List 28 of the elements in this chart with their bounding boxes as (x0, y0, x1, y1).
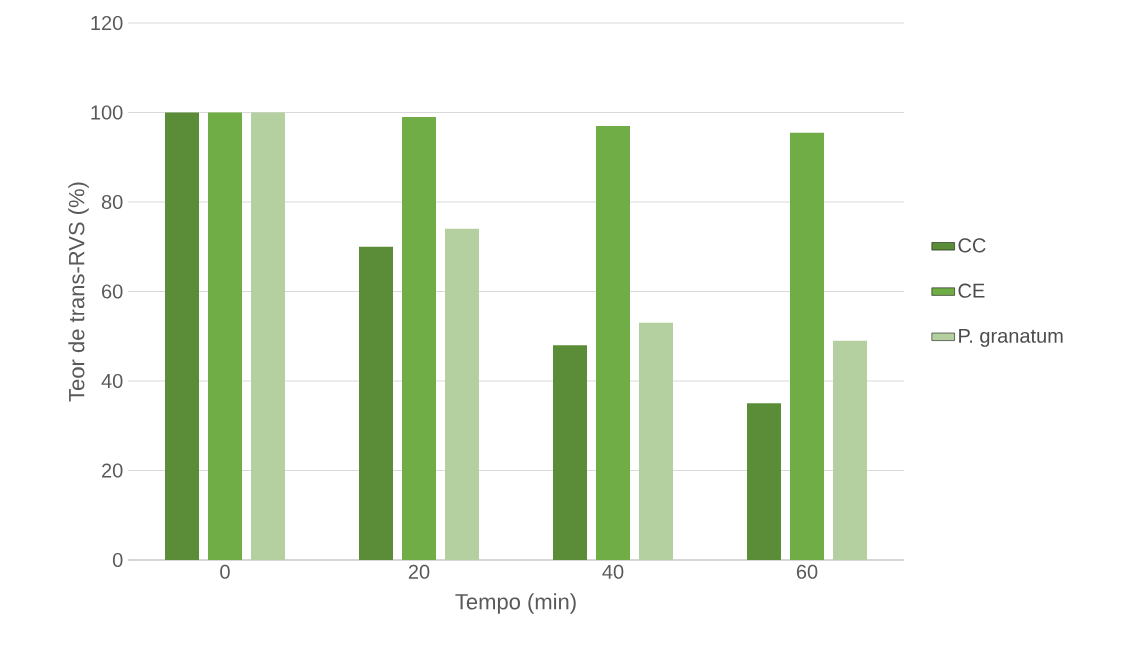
y-tick-label: 0 (112, 552, 123, 568)
bar (208, 112, 242, 560)
bar (165, 112, 199, 560)
x-axis-title: Tempo (min) (455, 593, 576, 614)
y-tick-label: 100 (91, 105, 123, 120)
x-tick-label: 20 (408, 564, 430, 579)
bar (445, 228, 480, 560)
bar (553, 345, 588, 560)
x-tick-label: 60 (796, 564, 818, 579)
y-tick-label: 40 (101, 373, 123, 389)
legend-label: CE (958, 283, 985, 298)
bar (790, 132, 825, 560)
bar (747, 403, 782, 560)
legend-label: P. granatum (959, 328, 1063, 347)
y-tick-label: 120 (91, 15, 123, 31)
bar (251, 112, 285, 560)
y-tick-label: 60 (102, 284, 123, 299)
bar (359, 246, 394, 560)
bar (402, 116, 437, 560)
x-tick-label: 0 (220, 564, 230, 579)
x-tick-label: 40 (602, 564, 624, 579)
legend-label: CC (958, 238, 986, 253)
y-axis-title: Teor de trans-RVS (%) (68, 182, 89, 402)
bar (596, 125, 631, 560)
bar (639, 322, 674, 560)
bar (833, 340, 868, 560)
y-tick-label: 80 (101, 194, 123, 210)
y-tick-label: 20 (102, 463, 123, 478)
